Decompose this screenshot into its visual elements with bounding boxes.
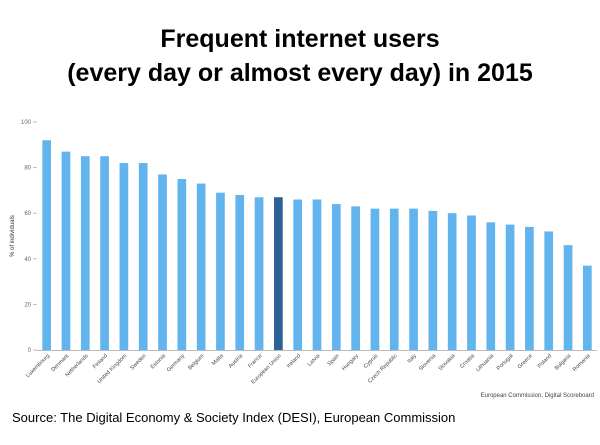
x-tick-label: Ireland <box>286 353 302 369</box>
bar <box>467 215 476 350</box>
x-tick-label: Portugal <box>496 353 515 372</box>
bar <box>177 179 187 350</box>
y-tick-label: 60 <box>24 211 31 217</box>
bar <box>119 163 129 350</box>
bar <box>293 199 303 350</box>
bar <box>486 222 496 350</box>
x-tick-label: Luxembourg <box>25 353 51 379</box>
bar <box>428 210 438 350</box>
bar <box>583 265 592 350</box>
bar <box>235 194 245 350</box>
bar <box>370 208 380 350</box>
x-tick-label: Greece <box>517 353 534 370</box>
bar <box>100 156 109 350</box>
x-tick-label: Italy <box>407 353 419 365</box>
bar <box>138 163 148 350</box>
chart-credit: European Commission, Digital Scoreboard <box>481 393 594 399</box>
bar <box>505 224 515 350</box>
title-line-2: (every day or almost every day) in 2015 <box>67 59 533 87</box>
x-tick-label: Spain <box>327 353 341 367</box>
x-tick-label: Latvia <box>307 353 322 368</box>
bar <box>80 156 90 350</box>
bar <box>331 204 341 350</box>
bar <box>274 197 283 350</box>
x-tick-label: France <box>247 353 263 369</box>
x-tick-label: Lithuania <box>475 353 496 374</box>
y-axis-label: % of individuals <box>10 215 16 257</box>
bar <box>409 208 418 350</box>
bar <box>563 245 573 350</box>
bar <box>312 199 322 350</box>
y-tick-label: 80 <box>24 166 31 172</box>
y-tick-label: 100 <box>21 120 32 126</box>
bar <box>196 183 206 350</box>
bar <box>42 140 51 350</box>
x-tick-label: Sweden <box>129 353 147 371</box>
x-tick-label: Romania <box>572 353 592 373</box>
x-tick-label: Hungary <box>341 353 360 372</box>
x-tick-label: Finland <box>92 353 109 370</box>
x-tick-label: Belgium <box>187 353 206 372</box>
source-note: Source: The Digital Economy & Society In… <box>12 410 456 425</box>
x-tick-label: Malta <box>211 353 225 367</box>
x-tick-label: Austria <box>228 353 245 370</box>
x-tick-label: Slovenia <box>418 353 438 373</box>
y-tick-label: 0 <box>28 348 32 354</box>
title-line-1: Frequent internet users <box>160 25 440 53</box>
x-tick-label: Bulgaria <box>554 353 573 372</box>
bar <box>216 192 225 350</box>
x-tick-label: Croatia <box>459 353 476 370</box>
y-tick-label: 20 <box>24 302 31 308</box>
x-tick-label: Estonia <box>150 353 168 371</box>
y-tick-label: 40 <box>24 257 31 263</box>
bar <box>389 208 399 350</box>
bar <box>447 213 457 350</box>
bar <box>544 231 554 350</box>
bar <box>351 206 360 350</box>
chart-title: Frequent internet users (every day or al… <box>0 22 600 90</box>
bar <box>254 197 264 350</box>
x-tick-label: Germany <box>166 353 186 373</box>
bar <box>525 226 534 350</box>
bar <box>61 151 71 350</box>
x-tick-label: Slovakia <box>438 353 458 373</box>
x-tick-label: Cyprus <box>363 353 380 370</box>
bar <box>158 174 167 350</box>
x-tick-label: Poland <box>537 353 553 369</box>
